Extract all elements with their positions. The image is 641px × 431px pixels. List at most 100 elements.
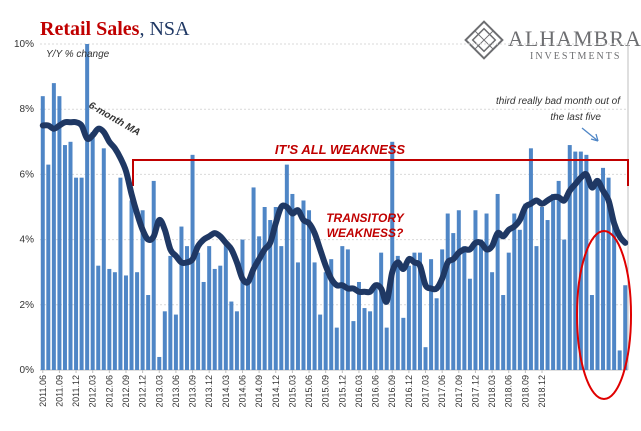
bar — [556, 180, 561, 370]
y-tick-label: 10% — [14, 39, 34, 50]
bar — [112, 272, 117, 370]
bar-layer — [40, 44, 628, 371]
bar — [356, 281, 361, 370]
bar — [207, 246, 212, 370]
bar — [140, 210, 145, 370]
bar — [307, 210, 312, 370]
bar — [162, 311, 167, 370]
x-tick-label: 2014.06 — [237, 375, 247, 408]
bar — [96, 265, 101, 370]
bar — [234, 311, 239, 370]
bar — [229, 301, 234, 370]
x-tick-label: 2011.12 — [71, 375, 81, 407]
bar — [484, 213, 489, 370]
bar — [589, 295, 594, 370]
x-tick-label: 2016.03 — [354, 375, 364, 408]
x-tick-label: 2013.12 — [204, 375, 214, 408]
x-tick-label: 2015.12 — [337, 375, 347, 408]
brand-logo: ALHAMBRA INVESTMENTS — [464, 20, 641, 62]
x-tick-label: 2015.09 — [321, 375, 331, 408]
x-tick-label: 2014.03 — [221, 375, 231, 408]
bar — [290, 193, 295, 370]
bar — [257, 236, 262, 370]
third-bad-arrow — [581, 127, 599, 142]
x-tick-label: 2011.09 — [54, 375, 64, 407]
bar — [395, 255, 400, 370]
bar — [345, 249, 350, 370]
bar — [451, 233, 456, 370]
bar — [567, 145, 572, 370]
x-tick-label: 2014.09 — [254, 375, 264, 408]
bar — [284, 164, 289, 370]
bar — [495, 193, 500, 370]
grid-layer — [40, 43, 629, 371]
bar — [329, 259, 334, 370]
chart-title-main: Retail Sales — [40, 18, 140, 40]
transitory-label-2: WEAKNESS? — [327, 226, 404, 240]
x-tick-label: 2016.12 — [404, 375, 414, 408]
bar — [584, 154, 589, 370]
third-bad-arrowhead — [590, 133, 599, 142]
bar — [601, 167, 606, 370]
x-tick-label: 2018.12 — [537, 375, 547, 408]
bar — [440, 249, 445, 370]
logo-diamond-icon — [464, 20, 504, 60]
bar — [246, 281, 251, 370]
bar — [528, 148, 533, 370]
bar — [540, 207, 545, 370]
x-tick-label: 2015.06 — [304, 375, 314, 408]
x-tick-label: 2015.03 — [287, 375, 297, 408]
x-tick-label: 2018.03 — [487, 375, 497, 408]
x-tick-label: 2012.06 — [104, 375, 114, 408]
bar — [434, 298, 439, 370]
third-bad-label-1: third really bad month out of — [496, 96, 621, 107]
x-tick-label: 2018.06 — [504, 375, 514, 408]
bar — [323, 272, 328, 370]
bar — [417, 252, 422, 370]
bar — [151, 180, 156, 370]
x-tick-label: 2012.03 — [88, 375, 98, 408]
bar — [185, 246, 189, 370]
ytick-layer: 0% 2% 4% 6% 8% 10% — [14, 39, 34, 376]
x-tick-label: 2013.06 — [171, 375, 181, 408]
bar — [312, 262, 317, 370]
x-tick-label: 2017.12 — [470, 375, 480, 408]
weakness-label: IT'S ALL WEAKNESS — [275, 142, 406, 157]
x-tick-label: 2011.06 — [38, 375, 48, 407]
bar — [340, 246, 345, 370]
bar — [173, 314, 178, 370]
bar — [390, 141, 395, 370]
bar — [462, 246, 467, 370]
bar — [456, 210, 461, 370]
bar — [223, 242, 228, 370]
bar — [57, 96, 62, 370]
bar — [517, 229, 522, 370]
bar — [501, 295, 506, 370]
bar — [595, 184, 600, 370]
y-tick-label: 6% — [20, 169, 35, 180]
bar — [135, 272, 140, 370]
bar — [373, 288, 378, 370]
bar — [240, 239, 245, 370]
bar — [573, 151, 578, 370]
bar — [146, 295, 151, 370]
bar — [318, 314, 323, 370]
brand-sub: INVESTMENTS — [530, 51, 621, 62]
x-tick-label: 2013.09 — [188, 375, 198, 408]
bar — [429, 259, 434, 370]
bar — [62, 145, 67, 370]
bar — [479, 239, 483, 370]
bar — [467, 278, 472, 370]
chart-title-sub: NSA — [149, 18, 190, 40]
bar — [201, 281, 206, 370]
x-tick-label: 2012.09 — [121, 375, 131, 408]
bar — [562, 239, 567, 370]
x-tick-label: 2017.03 — [421, 375, 431, 408]
bar — [46, 164, 51, 370]
bar — [179, 226, 184, 370]
bar — [273, 207, 278, 370]
bar — [473, 210, 478, 370]
bar — [368, 311, 373, 370]
bar — [90, 132, 95, 370]
